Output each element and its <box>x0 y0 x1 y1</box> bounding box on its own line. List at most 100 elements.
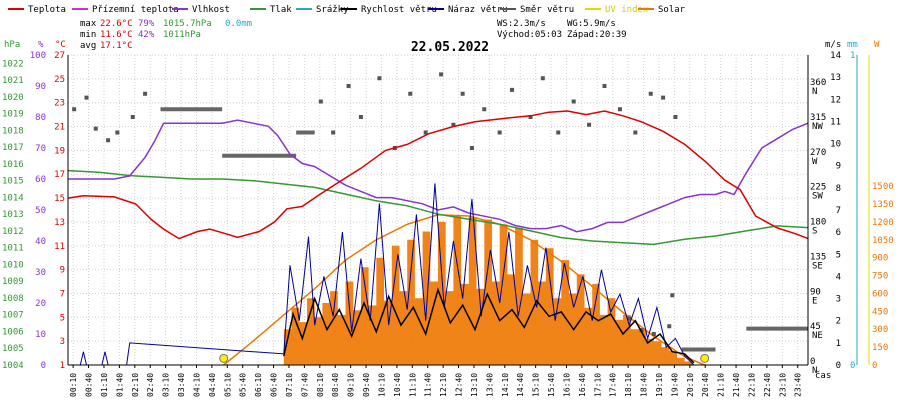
x-tick-label-44: 22:10 <box>747 373 756 397</box>
wind-direction-dot-26 <box>587 122 592 127</box>
hpa-tick-label-5: 1009 <box>2 277 24 287</box>
x-tick-label-7: 03:40 <box>177 373 186 397</box>
wind-direction-dot-30 <box>648 91 653 96</box>
w-tick-label-4: 600 <box>872 289 888 299</box>
hpa-tick-label-12: 1016 <box>2 160 24 170</box>
w-tick-label-7: 1050 <box>872 236 894 246</box>
pct-tick-label-0: 0 <box>41 361 46 371</box>
legend-label-1: Přízemní teplota <box>92 5 179 15</box>
x-tick-label-42: 21:10 <box>717 373 726 397</box>
legend: Teplota Přízemní teplota Vlhkost Tlak Srážky… <box>8 5 686 15</box>
temp-tick-label-2: 5 <box>60 313 65 323</box>
wind-gust-line <box>79 183 695 366</box>
x-tick-label-36: 18:10 <box>624 373 633 397</box>
dir-tick-name-8: N <box>812 87 817 97</box>
wind-speed-line <box>283 287 695 364</box>
solar-area <box>283 216 693 365</box>
wind-direction-dot-14 <box>423 130 428 135</box>
temp-tick-label-8: 17 <box>54 170 65 180</box>
temperature-line <box>67 110 809 240</box>
stat-ws: WS:2.3m/s <box>497 19 546 29</box>
x-tick-label-33: 16:40 <box>578 373 587 397</box>
legend-label-5: Rychlost větru <box>361 5 437 15</box>
dir-tick-deg-8: 360 <box>810 78 826 88</box>
wind-direction-dot-2 <box>93 126 98 131</box>
wind-direction-dot-22 <box>528 115 533 119</box>
stat-wg: WG:5.9m/s <box>567 19 616 29</box>
ms-tick-label-13: 13 <box>830 73 841 83</box>
ms-tick-label-5: 5 <box>836 250 841 260</box>
x-tick-label-39: 19:40 <box>670 373 679 397</box>
temp-tick-label-0: 1 <box>60 361 65 371</box>
wind-direction-dot-37 <box>670 293 675 298</box>
x-tick-label-5: 02:40 <box>146 373 155 397</box>
temp-tick-label-11: 23 <box>54 99 65 109</box>
x-tick-label-6: 03:10 <box>162 373 171 397</box>
ms-tick-label-9: 9 <box>836 162 841 172</box>
pct-tick-label-9: 90 <box>35 82 46 92</box>
x-tick-label-10: 05:10 <box>223 373 232 397</box>
hpa-tick-label-16: 1020 <box>2 93 24 103</box>
wind-direction-dot-25 <box>571 99 576 104</box>
w-tick-label-10: 1500 <box>872 182 894 192</box>
unit-ms: m/s <box>825 40 841 50</box>
hpa-tick-label-18: 1022 <box>2 59 24 69</box>
ms-tick-label-7: 7 <box>836 206 841 216</box>
x-tick-label-34: 17:10 <box>593 373 602 397</box>
pressure-line <box>67 169 809 246</box>
wind-direction-dot-7 <box>318 99 323 104</box>
legend-label-3: Tlak <box>270 5 292 15</box>
x-tick-label-15: 07:40 <box>300 373 309 397</box>
stat-sunrise: Východ:05:03 <box>497 30 562 40</box>
temp-tick-label-1: 3 <box>60 337 65 347</box>
x-tick-label-13: 06:40 <box>270 373 279 397</box>
dir-tick-name-5: SW <box>812 192 823 202</box>
dir-tick-deg-0: 0 <box>810 357 815 367</box>
solar-envelope-line <box>223 214 705 366</box>
pct-tick-label-2: 20 <box>35 299 46 309</box>
stat-min-label: min <box>80 30 96 40</box>
x-tick-label-45: 22:40 <box>763 373 772 397</box>
unit-w: W <box>874 40 880 50</box>
axis-units: hPa% °C m/s mm W <box>4 40 880 50</box>
w-tick-label-1: 150 <box>872 343 888 353</box>
stat-max-rain: 0.0mm <box>225 19 252 29</box>
wind-direction-dot-9 <box>346 84 351 88</box>
x-tick-label-38: 19:10 <box>655 373 664 397</box>
dir-tick-name-7: NW <box>812 122 823 132</box>
wind-direction-dot-0 <box>72 107 77 112</box>
hpa-tick-label-10: 1014 <box>2 193 24 203</box>
dir-tick-deg-2: 90 <box>810 287 821 297</box>
legend-label-8: UV index <box>605 5 649 15</box>
w-tick-label-0: 0 <box>872 361 877 371</box>
stat-max-hum: 79% <box>138 19 155 29</box>
x-tick-label-9: 04:40 <box>208 373 217 397</box>
stat-max-temp: 22.6°C <box>100 19 133 29</box>
w-tick-label-6: 900 <box>872 254 888 264</box>
pct-tick-label-3: 30 <box>35 268 46 278</box>
dir-tick-name-3: SE <box>812 261 823 271</box>
x-tick-label-14: 07:10 <box>285 373 294 397</box>
hpa-tick-label-4: 1008 <box>2 294 24 304</box>
stat-min-press: 1011hPa <box>163 30 201 40</box>
hpa-tick-label-2: 1006 <box>2 327 24 337</box>
legend-label-4: Srážky <box>316 5 349 15</box>
ms-tick-label-4: 4 <box>836 272 841 282</box>
temp-tick-label-5: 11 <box>54 242 65 252</box>
temp-tick-label-4: 9 <box>60 266 65 276</box>
x-tick-label-16: 08:10 <box>316 373 325 397</box>
x-tick-label-12: 06:10 <box>254 373 263 397</box>
w-tick-label-9: 1350 <box>872 200 894 210</box>
plot-area <box>67 54 809 366</box>
legend-label-7: Směr větru <box>520 5 574 15</box>
stat-min-temp: 11.6°C <box>100 30 133 40</box>
dir-tick-name-1: NE <box>812 331 823 341</box>
temp-tick-label-6: 13 <box>54 218 65 228</box>
hpa-tick-label-11: 1015 <box>2 177 24 187</box>
wind-direction-dot-18 <box>469 146 474 150</box>
ms-tick-label-1: 1 <box>836 339 841 349</box>
hpa-tick-label-0: 1004 <box>2 361 24 371</box>
x-tick-label-37: 18:40 <box>640 373 649 397</box>
dir-tick-name-0: N <box>812 366 817 376</box>
